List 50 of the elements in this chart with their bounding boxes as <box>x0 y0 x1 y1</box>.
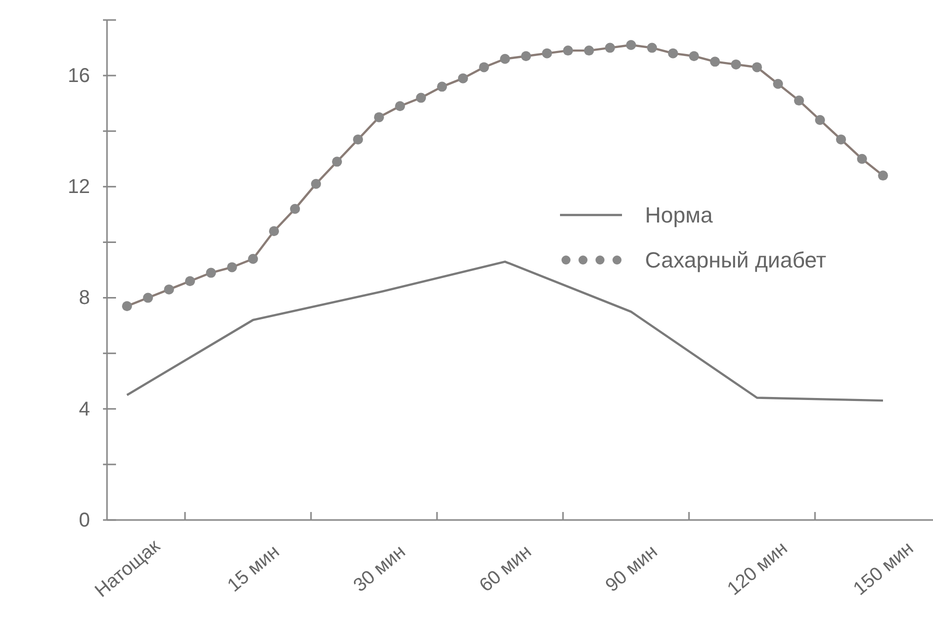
point <box>332 156 342 167</box>
point <box>311 178 321 189</box>
point <box>206 268 216 278</box>
point <box>647 42 657 53</box>
x-tick-label: 15 мин <box>224 541 284 596</box>
legend-label: Сахарный диабет <box>645 248 826 273</box>
point <box>836 134 846 144</box>
point <box>857 154 867 164</box>
x-tick-label: 150 мин <box>850 538 918 600</box>
point <box>731 59 741 70</box>
x-tick-label: 30 мин <box>350 541 410 596</box>
point <box>416 92 426 103</box>
point <box>563 46 573 56</box>
y-tick-label: 4 <box>78 398 90 420</box>
point <box>227 262 237 272</box>
point <box>689 51 699 62</box>
point <box>626 40 636 50</box>
point <box>374 112 384 122</box>
point <box>122 301 132 312</box>
point <box>542 48 552 58</box>
point <box>521 51 531 62</box>
y-tick-label: 12 <box>68 176 90 198</box>
legend-label: Норма <box>645 202 714 228</box>
x-tick-label: 120 мин <box>724 538 792 600</box>
point <box>437 82 447 92</box>
y-tick-label: 16 <box>68 64 90 87</box>
point <box>479 62 489 72</box>
point <box>773 78 783 89</box>
point <box>458 73 468 84</box>
point <box>794 96 804 106</box>
point <box>815 115 825 125</box>
point <box>185 276 195 286</box>
point <box>353 134 363 144</box>
x-tick-label: 90 мин <box>602 541 662 596</box>
point <box>143 292 153 303</box>
point <box>752 62 762 72</box>
point <box>164 284 174 294</box>
point <box>500 54 510 64</box>
point <box>395 101 405 112</box>
point <box>710 56 720 67</box>
y-tick-label: 0 <box>78 509 90 532</box>
x-tick-label: 60 мин <box>476 541 536 596</box>
point <box>878 170 888 181</box>
point <box>290 204 300 214</box>
y-tick-label: 8 <box>78 287 90 310</box>
point <box>269 226 279 236</box>
point <box>248 254 258 264</box>
point <box>668 48 678 58</box>
point <box>584 46 594 56</box>
point <box>605 42 615 53</box>
